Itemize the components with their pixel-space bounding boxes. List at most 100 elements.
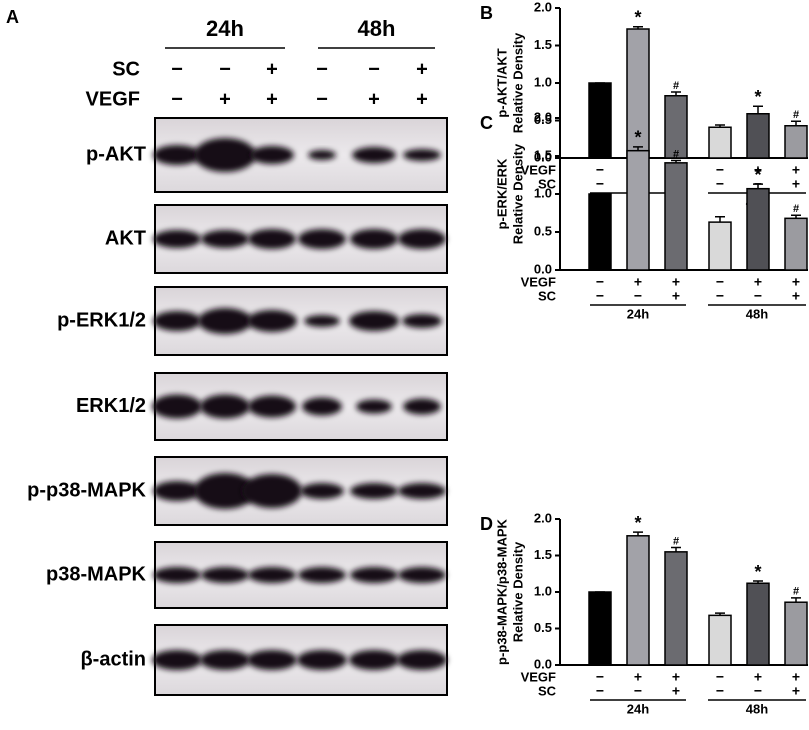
- blot-band: [352, 147, 396, 163]
- significance-mark: *: [634, 8, 641, 28]
- blot-band: [300, 483, 344, 499]
- treatment-sign: −: [716, 176, 724, 192]
- y-axis-label: p-AKT/AKT: [494, 48, 509, 117]
- bar: [588, 591, 612, 666]
- blot-label: AKT: [105, 227, 146, 249]
- treatment-sign: +: [792, 274, 800, 290]
- treatment-sign: −: [754, 288, 762, 304]
- blot-band: [350, 567, 398, 583]
- treatment-sign: −: [596, 669, 604, 685]
- y-tick-label: 1.5: [534, 547, 552, 562]
- significance-mark: *: [754, 87, 761, 107]
- y-tick-label: 0.5: [534, 223, 552, 238]
- treatment-sign: −: [219, 58, 231, 80]
- treatment-sign: −: [316, 88, 328, 110]
- y-tick-label: 0.0: [534, 149, 552, 164]
- treatment-label: VEGF: [86, 88, 140, 110]
- blot-band: [298, 567, 346, 583]
- panel-label: A: [6, 7, 19, 27]
- error-bar: [633, 26, 643, 29]
- error-bar: [791, 597, 801, 603]
- blot-band: [247, 650, 297, 670]
- blot-band: [153, 567, 201, 583]
- treatment-sign: −: [716, 274, 724, 290]
- blot-band: [304, 315, 340, 327]
- error-bar: [791, 214, 801, 219]
- y-tick-label: 2.0: [534, 109, 552, 124]
- treatment-sign: +: [754, 162, 762, 178]
- blot-band: [200, 394, 250, 419]
- treatment-sign: −: [171, 58, 183, 80]
- error-bar: [633, 531, 643, 536]
- significance-mark: #: [793, 109, 799, 121]
- group-label: 48h: [746, 306, 768, 321]
- bar: [746, 113, 770, 159]
- blot-band: [152, 650, 202, 670]
- bar: [784, 217, 808, 271]
- error-bar: [715, 612, 725, 616]
- panel-label: B: [480, 3, 493, 23]
- treatment-sign: −: [171, 88, 183, 110]
- blot-band: [194, 473, 256, 509]
- error-bar: [791, 120, 801, 126]
- blot-band: [250, 146, 294, 164]
- treatment-label: SC: [538, 683, 557, 698]
- blot-band: [198, 308, 252, 334]
- y-tick-label: 0.5: [534, 620, 552, 635]
- treatment-sign: +: [634, 669, 642, 685]
- treatment-sign: +: [672, 683, 680, 699]
- blot-band: [402, 314, 442, 328]
- treatment-sign: +: [416, 58, 428, 80]
- blot-label: p38-MAPK: [46, 563, 147, 585]
- significance-mark: *: [754, 165, 761, 185]
- significance-mark: *: [754, 562, 761, 582]
- treatment-sign: −: [596, 683, 604, 699]
- blot-band: [398, 567, 446, 583]
- treatment-sign: −: [596, 176, 604, 192]
- significance-mark: #: [673, 80, 679, 92]
- treatment-sign: −: [754, 683, 762, 699]
- treatment-sign: −: [596, 162, 604, 178]
- group-label: 24h: [627, 306, 649, 321]
- treatment-sign: +: [266, 58, 278, 80]
- treatment-sign: +: [792, 162, 800, 178]
- y-axis-label: Relative Density: [510, 143, 525, 244]
- blot-band: [248, 229, 296, 249]
- treatment-sign: +: [672, 274, 680, 290]
- y-tick-label: 0.0: [534, 261, 552, 276]
- blot-band: [200, 650, 250, 670]
- bar: [626, 149, 650, 271]
- y-axis-label: p-ERK/ERK: [494, 158, 509, 229]
- blot-band: [398, 483, 446, 499]
- bar: [664, 162, 688, 271]
- bar: [626, 535, 650, 666]
- blot-band: [153, 230, 201, 248]
- significance-mark: *: [634, 128, 641, 148]
- blot-label: p-AKT: [86, 143, 146, 165]
- blot-band: [201, 230, 249, 248]
- bar: [746, 187, 770, 271]
- blot-band: [350, 483, 398, 499]
- blot-band: [349, 311, 399, 331]
- error-bar: [671, 159, 681, 163]
- y-tick-label: 2.0: [534, 0, 552, 14]
- y-tick-label: 1.0: [534, 583, 552, 598]
- treatment-label: VEGF: [521, 274, 556, 289]
- treatment-sign: −: [716, 683, 724, 699]
- significance-mark: #: [673, 535, 679, 547]
- treatment-label: VEGF: [521, 669, 556, 684]
- blot-band: [403, 149, 441, 161]
- blot-band: [152, 394, 202, 419]
- panel-label: C: [480, 113, 493, 133]
- treatment-sign: +: [672, 288, 680, 304]
- treatment-label: VEGF: [521, 162, 556, 177]
- error-bar: [753, 105, 763, 114]
- treatment-sign: +: [792, 288, 800, 304]
- blot-band: [194, 138, 256, 172]
- treatment-sign: +: [754, 669, 762, 685]
- blot-label: β-actin: [80, 648, 146, 670]
- y-tick-label: 1.5: [534, 147, 552, 162]
- treatment-sign: −: [634, 288, 642, 304]
- treatment-sign: +: [416, 88, 428, 110]
- blot-band: [248, 567, 296, 583]
